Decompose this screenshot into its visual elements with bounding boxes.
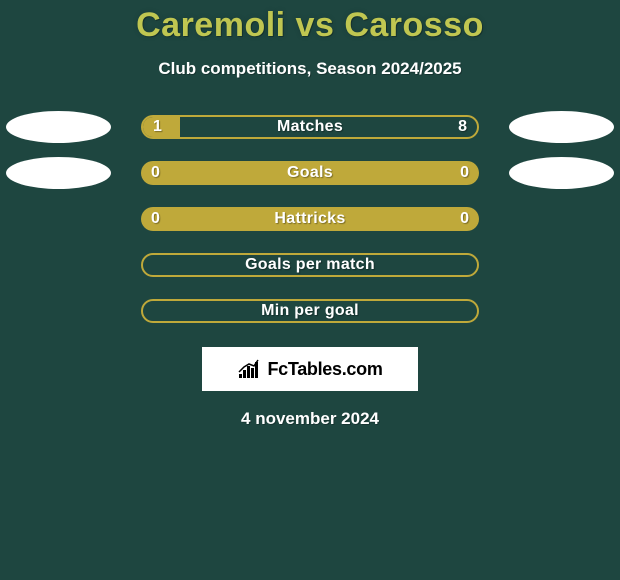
fctables-logo-icon [237,358,261,380]
stat-row: 18Matches [0,115,620,139]
page-subtitle: Club competitions, Season 2024/2025 [0,59,620,79]
stat-bar: Min per goal [141,299,479,323]
stat-label: Matches [143,117,477,137]
player-right-oval [509,111,614,143]
player-left-oval [6,111,111,143]
player-right-oval [509,157,614,189]
logo-text: FcTables.com [267,359,382,380]
stat-bar: 00Goals [141,161,479,185]
stat-label: Hattricks [141,207,479,231]
stat-label: Goals [141,161,479,185]
logo-box: FcTables.com [202,347,418,391]
player-left-oval [6,157,111,189]
stat-row: Min per goal [0,299,620,323]
stat-row: 00Hattricks [0,207,620,231]
stat-rows-container: 18Matches 00Goals 00Hattricks Goals per mat… [0,115,620,323]
stat-bar: 18Matches [141,115,479,139]
stat-label: Min per goal [143,301,477,321]
stat-row: 00Goals [0,161,620,185]
stat-bar: 00Hattricks [141,207,479,231]
comparison-widget: Caremoli vs Carosso Club competitions, S… [0,0,620,580]
stat-row: Goals per match [0,253,620,277]
generated-date: 4 november 2024 [0,409,620,429]
stat-bar: Goals per match [141,253,479,277]
stat-label: Goals per match [143,255,477,275]
page-title: Caremoli vs Carosso [0,0,620,45]
